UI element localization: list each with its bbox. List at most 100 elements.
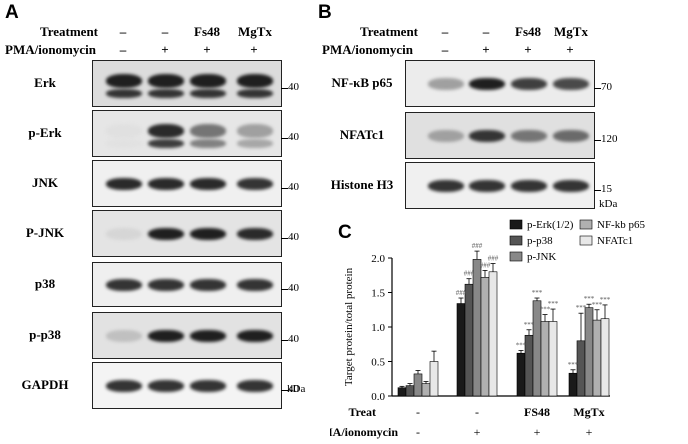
legend-label-1: p-p38 — [527, 235, 553, 247]
panelB-mw-tick-1 — [594, 139, 601, 141]
legend-label-4: NFATc1 — [597, 235, 633, 247]
panelA-mw-tick-5 — [281, 339, 288, 341]
pma-value-0: - — [416, 425, 420, 439]
annotation-2: ### — [472, 242, 483, 250]
panelB-mw-0: 70 — [601, 80, 612, 93]
panelB-treatment_signs-3: MgTx — [554, 24, 588, 39]
panelA-band-4-3 — [237, 278, 273, 291]
y-tick-label-1: 0.5 — [371, 357, 385, 369]
panelA-mw-tick-4 — [281, 288, 288, 290]
legend-swatch-1 — [509, 235, 523, 246]
bar-0-0 — [397, 387, 407, 397]
panel-c-letter: C — [338, 222, 352, 243]
panelA-blot-label-3: P-JNK — [25, 224, 65, 240]
bar-3-0 — [421, 383, 431, 397]
bar-4-3 — [600, 318, 610, 397]
panelA-mw-0: 40 — [288, 80, 299, 93]
annotation-9: *** — [548, 300, 559, 308]
panelA-pma_signs-1: + — [161, 42, 169, 57]
panelB-band-2-3 — [553, 179, 589, 192]
panelB-band-0-1 — [469, 77, 505, 90]
panel-b-kda-label: kDa — [599, 198, 618, 210]
bar-2-3 — [584, 307, 594, 397]
panelB-band-0-0 — [428, 77, 464, 90]
panelB-band-2-0 — [428, 179, 464, 192]
panelA-blot-4 — [92, 262, 282, 307]
panelB-band-1-2 — [511, 129, 547, 142]
panelA-band-2-1 — [148, 177, 184, 190]
panelA-band-3-1 — [148, 227, 184, 240]
panelB-band-1-1 — [469, 129, 505, 142]
panelA-band2-1-1 — [148, 138, 184, 148]
panelA-blot-1 — [92, 110, 282, 157]
panelB-band-0-3 — [553, 77, 589, 90]
panelA-band-2-0 — [106, 177, 142, 190]
panelB-treatment_signs-2: Fs48 — [515, 24, 541, 39]
y-tick-label-3: 1.5 — [371, 288, 385, 300]
panelA-band-2-2 — [190, 177, 226, 190]
bar-4-1 — [488, 271, 498, 397]
panelB-pma_signs-3: + — [566, 42, 574, 57]
panel-a-treatment-label: Treatment — [40, 24, 98, 39]
panelB-pma_signs-0: – — [441, 42, 449, 57]
panelA-band-4-2 — [190, 278, 226, 291]
panel-b-letter: B — [318, 2, 332, 23]
treat-value-0: - — [416, 405, 420, 419]
panelA-mw-tick-1 — [281, 137, 288, 139]
panelA-blot-6 — [92, 362, 282, 409]
annotation-7: *** — [532, 289, 543, 297]
panelA-blot-label-5: p-p38 — [29, 326, 61, 342]
pma-value-3: + — [586, 425, 593, 439]
pma-value-2: + — [534, 425, 541, 439]
panelA-band2-0-1 — [148, 88, 184, 98]
annotation-0: ### — [456, 289, 467, 297]
panelA-band2-0-3 — [237, 88, 273, 98]
panelA-mw-tick-2 — [281, 187, 288, 189]
panelA-band2-1-3 — [237, 138, 273, 148]
y-tick-label-0: 0.0 — [371, 391, 385, 403]
panelA-band-0-0 — [106, 73, 142, 88]
panelA-band-0-1 — [148, 73, 184, 88]
treat-value-1: - — [475, 405, 479, 419]
annotation-13: *** — [592, 301, 603, 309]
bar-2-2 — [532, 300, 542, 397]
panelA-blot-label-6: GAPDH — [21, 376, 69, 392]
bar-3-1 — [480, 277, 490, 397]
panelB-mw-tick-0 — [594, 87, 601, 89]
panelA-blot-3 — [92, 210, 282, 257]
panelA-mw-5: 40 — [288, 332, 299, 345]
bar-3-2 — [540, 321, 550, 397]
panelB-mw-tick-2 — [594, 189, 601, 191]
panelB-blot-label-0: NF-κB p65 — [331, 74, 393, 90]
panelA-band-1-1 — [148, 123, 184, 138]
panelA-band2-1-0 — [106, 138, 142, 148]
panelB-blot-2 — [405, 162, 595, 209]
panelA-band-1-3 — [237, 123, 273, 138]
panelA-band-6-1 — [148, 379, 184, 392]
panelB-band-2-2 — [511, 179, 547, 192]
panelB-treatment_signs-1: – — [482, 24, 490, 39]
bar-0-2 — [516, 352, 526, 397]
bar-3-3 — [592, 319, 602, 397]
panelA-band-6-3 — [237, 379, 273, 392]
panelA-blot-2 — [92, 160, 282, 207]
panelB-mw-2: 15 — [601, 182, 612, 195]
panelA-mw-4: 40 — [288, 281, 299, 294]
panelA-band-1-0 — [106, 123, 142, 138]
annotation-12: *** — [584, 295, 595, 303]
panelA-blot-label-0: Erk — [34, 74, 56, 90]
panelA-band-6-0 — [106, 379, 142, 392]
panelA-band-5-3 — [237, 329, 273, 342]
panelA-pma_signs-2: + — [203, 42, 211, 57]
panelA-mw-tick-0 — [281, 87, 288, 89]
annotation-14: *** — [600, 296, 611, 304]
panelA-blot-label-2: JNK — [32, 174, 58, 190]
bar-1-1 — [464, 283, 474, 397]
annotation-6: *** — [524, 321, 535, 329]
annotation-3: ### — [480, 261, 491, 269]
panelA-mw-3: 40 — [288, 230, 299, 243]
legend-label-0: p-Erk(1/2) — [527, 219, 574, 231]
panel-b-treatment-label: Treatment — [360, 24, 418, 39]
panelB-pma_signs-2: + — [524, 42, 532, 57]
panelA-mw-tick-6 — [281, 389, 288, 391]
